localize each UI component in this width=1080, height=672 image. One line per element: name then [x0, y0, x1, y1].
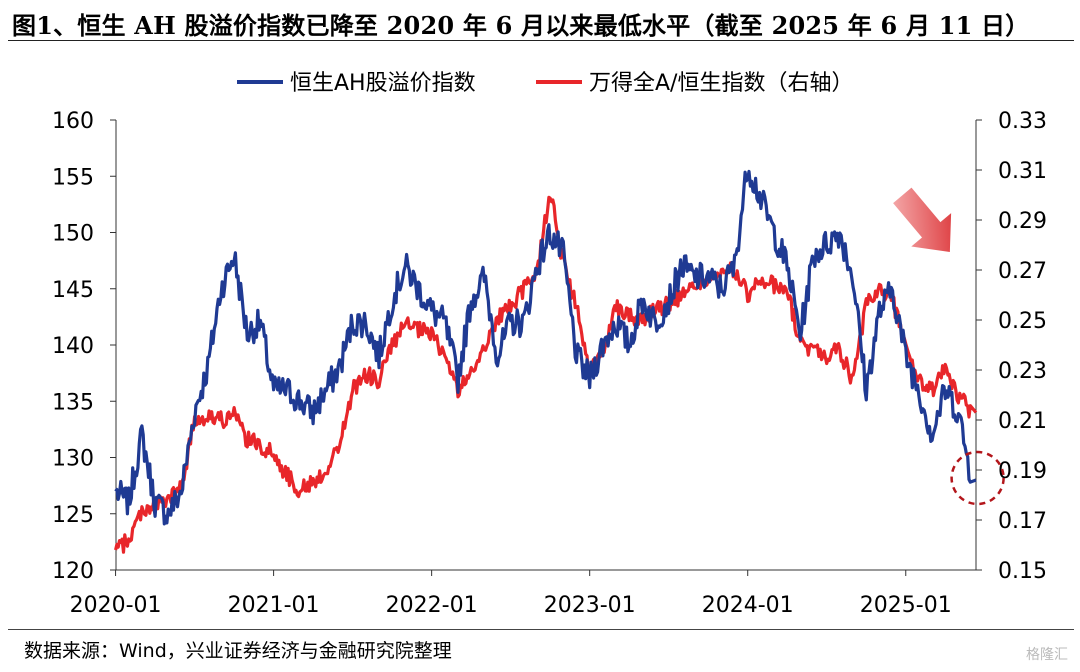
line-chart: 恒生AH股溢价指数 万得全A/恒生指数（右轴） 1601551501451401…: [52, 71, 1047, 618]
x-tick-label: 2023-01: [544, 593, 636, 618]
series-line-wind-a-hsi-ratio: [114, 195, 978, 554]
y-left-tick-label: 135: [52, 390, 94, 415]
y-right-tick-label: 0.21: [998, 409, 1047, 434]
y-right-tick-label: 0.33: [998, 109, 1047, 134]
series-line-ah-premium: [114, 169, 977, 526]
legend-label-ah: 恒生AH股溢价指数: [290, 71, 476, 96]
y-left-tick-label: 160: [52, 109, 94, 134]
y-left-tick-label: 120: [52, 559, 94, 584]
y-right-tick-label: 0.27: [998, 259, 1047, 284]
legend: 恒生AH股溢价指数 万得全A/恒生指数（右轴）: [237, 71, 853, 96]
y-right-tick-label: 0.17: [998, 509, 1047, 534]
x-tick-label: 2022-01: [386, 593, 478, 618]
y-right-tick-label: 0.15: [998, 559, 1047, 584]
down-right-arrow-annotation: [893, 187, 952, 253]
y-left-tick-label: 145: [52, 278, 94, 303]
y-left-tick-label: 130: [52, 447, 94, 472]
y-right-tick-label: 0.29: [998, 209, 1047, 234]
x-tick-label: 2025-01: [860, 593, 952, 618]
y-left-tick-label: 155: [52, 165, 94, 190]
y-left-tick-label: 125: [52, 503, 94, 528]
x-tick-label: 2020-01: [70, 593, 162, 618]
source-note: 数据来源：Wind，兴业证券经济与金融研究院整理: [24, 640, 452, 662]
x-tick-label: 2021-01: [228, 593, 320, 618]
x-tick-label: 2024-01: [702, 593, 794, 618]
y-left-tick-label: 150: [52, 222, 94, 247]
watermark: 格隆汇: [1026, 647, 1068, 663]
y-left-tick-label: 140: [52, 334, 94, 359]
series-layer: [114, 169, 978, 554]
title-rule: [8, 40, 1074, 41]
annotations: [893, 187, 1005, 506]
chart-title: 图1、恒生 AH 股溢价指数已降至 2020 年 6 月以来最低水平（截至 20…: [12, 11, 1030, 40]
footer-rule: [8, 629, 1074, 630]
y-right-tick-label: 0.23: [998, 359, 1047, 384]
dashed-circle-annotation: [950, 450, 1005, 506]
y-right-tick-label: 0.25: [998, 309, 1047, 334]
axes: 160 155 150 145 140 135 130 125 120 0.33 0.31 0.29 0…: [52, 109, 1047, 618]
legend-label-ratio: 万得全A/恒生指数（右轴）: [589, 71, 853, 96]
y-right-tick-label: 0.19: [998, 459, 1047, 484]
y-right-tick-label: 0.31: [998, 159, 1047, 184]
